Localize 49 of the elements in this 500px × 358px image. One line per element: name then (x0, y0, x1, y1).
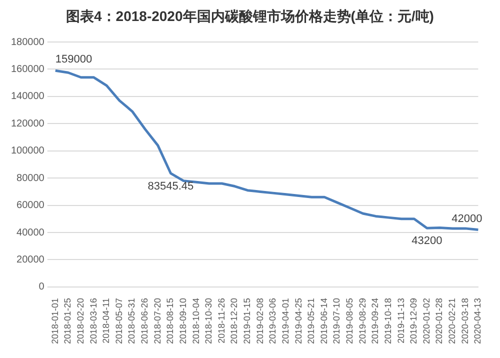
y-tick-label: 60000 (16, 200, 45, 212)
x-tick-label: 2018-04-11 (101, 298, 112, 344)
x-tick-label: 2019-10-18 (382, 298, 393, 344)
y-tick-label: 120000 (10, 118, 45, 130)
x-tick-label: 2019-01-15 (242, 298, 252, 344)
x-tick-label: 2018-01-25 (62, 298, 73, 344)
x-tick-label: 2019-11-13 (396, 298, 406, 344)
x-tick-label: 2018-07-20 (152, 298, 162, 344)
x-tick-label: 2019-08-29 (357, 298, 368, 344)
y-tick-label: 140000 (10, 91, 45, 102)
annotation: 42000 (452, 212, 482, 225)
annotation: 159000 (55, 54, 92, 66)
y-tick-label: 80000 (16, 172, 45, 184)
x-tick-label: 2018-12-20 (229, 298, 240, 344)
x-tick-label: 2018-09-10 (178, 298, 188, 344)
x-tick-label: 2018-06-26 (140, 298, 150, 344)
x-tick-label: 2019-09-24 (370, 298, 380, 344)
x-tick-label: 2019-07-10 (332, 298, 342, 344)
x-tick-label: 2018-10-30 (204, 298, 214, 344)
x-tick-label: 2019-06-14 (318, 298, 329, 344)
y-tick-label: 100000 (10, 146, 45, 157)
x-tick-label: 2018-05-31 (126, 298, 137, 344)
x-tick-label: 2020-02-21 (447, 298, 458, 344)
x-tick-label: 2019-02-08 (254, 298, 265, 344)
y-tick-label: 20000 (16, 254, 45, 266)
x-tick-label: 2018-10-04 (190, 298, 201, 344)
x-tick-label: 2018-08-15 (165, 298, 176, 344)
x-tick-label: 2018-11-26 (216, 298, 226, 344)
x-tick-label: 2018-05-07 (114, 298, 124, 344)
x-tick-label: 2018-01-01 (50, 298, 60, 344)
x-tick-label: 2020-03-18 (460, 298, 470, 344)
x-tick-label: 2018-03-16 (88, 298, 98, 344)
y-tick-label: 40000 (16, 227, 45, 238)
x-tick-label: 2020-04-13 (472, 298, 483, 344)
x-tick-label: 2019-04-25 (293, 298, 304, 344)
y-tick-label: 180000 (10, 36, 45, 48)
x-tick-label: 2018-02-20 (75, 298, 86, 344)
x-tick-label: 2020-01-28 (434, 298, 444, 344)
annotation: 83545.45 (148, 180, 194, 192)
annotation: 43200 (412, 235, 442, 248)
x-tick-label: 2019-08-05 (344, 298, 355, 344)
chart-title: 图表4：2018-2020年国内碳酸锂市场价格走势(单位：元/吨) (65, 8, 435, 26)
x-tick-label: 2019-05-21 (306, 298, 316, 344)
x-tick-label: 2019-03-06 (268, 298, 278, 344)
x-tick-label: 2019-04-01 (280, 298, 290, 344)
y-tick-label: 0 (38, 282, 45, 293)
x-tick-label: 2020-01-02 (421, 298, 432, 344)
x-tick-label: 2019-12-09 (408, 298, 419, 344)
y-tick-label: 160000 (10, 64, 45, 75)
